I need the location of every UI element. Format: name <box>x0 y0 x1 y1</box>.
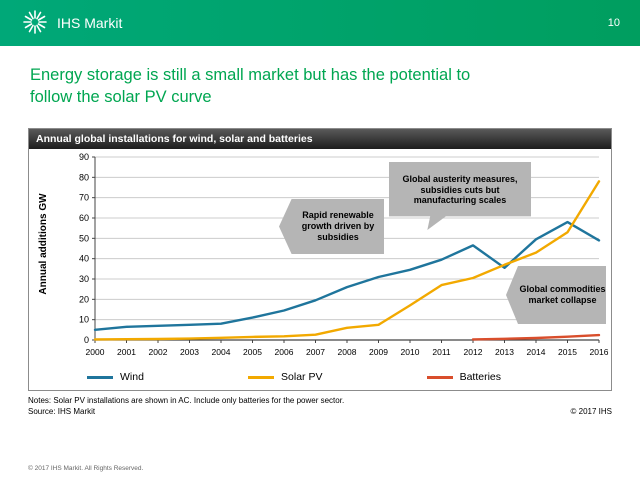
svg-text:60: 60 <box>79 213 89 223</box>
chart-copyright: © 2017 IHS <box>570 407 612 416</box>
wind-line-swatch <box>87 375 113 379</box>
notes-line: Notes: Solar PV installations are shown … <box>28 396 345 405</box>
svg-text:90: 90 <box>79 152 89 162</box>
svg-text:2009: 2009 <box>369 347 388 357</box>
svg-text:2004: 2004 <box>212 347 231 357</box>
slide-title-line1: Energy storage is still a small market b… <box>30 66 471 84</box>
svg-text:40: 40 <box>79 254 89 264</box>
svg-text:30: 30 <box>79 274 89 284</box>
svg-text:2010: 2010 <box>401 347 420 357</box>
svg-text:2014: 2014 <box>527 347 546 357</box>
svg-text:20: 20 <box>79 294 89 304</box>
svg-text:2015: 2015 <box>558 347 577 357</box>
chart-body: 0 10 20 30 40 50 60 70 80 90 2000 2001 2002 2003 2004 2… <box>29 149 611 364</box>
legend-label-wind: Wind <box>120 371 144 383</box>
svg-text:70: 70 <box>79 193 89 203</box>
svg-text:80: 80 <box>79 172 89 182</box>
svg-text:2011: 2011 <box>432 347 451 357</box>
svg-text:2007: 2007 <box>306 347 325 357</box>
svg-text:2012: 2012 <box>464 347 483 357</box>
svg-text:2005: 2005 <box>243 347 262 357</box>
legend-label-solar: Solar PV <box>281 371 323 383</box>
batteries-line-swatch <box>426 375 453 379</box>
svg-text:2003: 2003 <box>180 347 199 357</box>
slide-title-line2: follow the solar PV curve <box>30 88 212 107</box>
legend-item-wind: Wind <box>87 371 144 383</box>
legend-label-batteries: Batteries <box>459 371 501 383</box>
svg-text:2000: 2000 <box>86 347 105 357</box>
header-bar: IHS Markit 10 <box>0 0 640 46</box>
brand: IHS Markit <box>22 9 122 38</box>
slide-title: Energy storage is still a small market b… <box>30 64 615 108</box>
chart-legend: Wind Solar PV Batteries <box>29 364 611 390</box>
svg-text:10: 10 <box>79 315 89 325</box>
ihs-markit-logo-icon <box>22 9 48 38</box>
chart-notes: Notes: Solar PV installations are shown … <box>28 396 612 416</box>
svg-text:2006: 2006 <box>275 347 294 357</box>
source-line: Source: IHS Markit <box>28 407 96 416</box>
chart-title: Annual global installations for wind, so… <box>29 129 611 149</box>
y-axis-label: Annual additions GW <box>38 193 49 295</box>
legend-item-batteries: Batteries <box>426 371 501 383</box>
svg-text:2001: 2001 <box>117 347 136 357</box>
svg-text:2013: 2013 <box>495 347 514 357</box>
legend-item-solar: Solar PV <box>248 371 322 383</box>
source-row: Source: IHS Markit © 2017 IHS <box>28 407 612 416</box>
svg-text:2008: 2008 <box>338 347 357 357</box>
svg-text:2002: 2002 <box>149 347 168 357</box>
callout-commodities-collapse: Global commodities market collapse <box>506 266 606 324</box>
svg-text:50: 50 <box>79 233 89 243</box>
svg-text:0: 0 <box>84 335 89 345</box>
footer-copyright: © 2017 IHS Markit. All Rights Reserved. <box>28 465 144 472</box>
chart-panel: Annual global installations for wind, so… <box>28 128 612 391</box>
callout-rapid-renewable-growth: Rapid renewable growth driven by subsidi… <box>279 199 384 254</box>
brand-name: IHS Markit <box>57 15 123 31</box>
svg-text:2016: 2016 <box>590 347 609 357</box>
page-number: 10 <box>607 17 620 29</box>
solar-line-swatch <box>248 375 275 379</box>
